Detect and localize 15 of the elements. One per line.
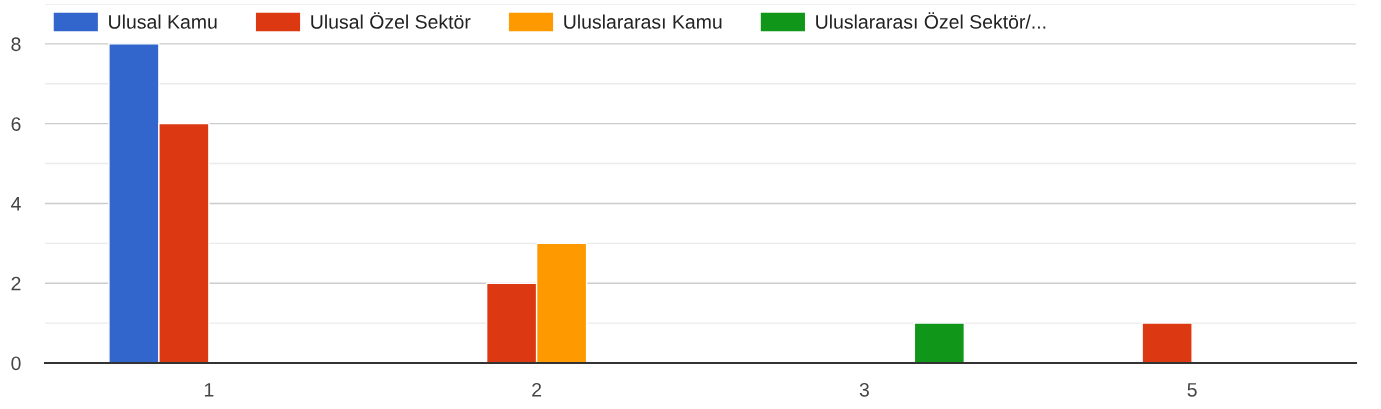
x-tick-label: 3 xyxy=(859,382,869,397)
x-tick-label: 2 xyxy=(532,382,542,397)
bar xyxy=(913,322,966,363)
legend-label: Ulusal Özel Sektör xyxy=(311,12,471,29)
legend-label: Uluslararası Kamu xyxy=(564,14,722,29)
y-tick-label: 4 xyxy=(11,197,21,211)
x-tick-label: 1 xyxy=(204,383,214,397)
x-tick-label: 5 xyxy=(1187,383,1197,397)
bar xyxy=(1141,322,1193,363)
y-tick-label: 8 xyxy=(11,37,21,52)
y-tick-label: 6 xyxy=(11,117,21,131)
legend-label: Ulusal Kamu xyxy=(109,14,217,29)
y-tick-label: 2 xyxy=(11,276,21,291)
legend-label: Uluslararası Özel Sektör/... xyxy=(816,12,1046,29)
y-tick-label: 0 xyxy=(11,356,21,371)
